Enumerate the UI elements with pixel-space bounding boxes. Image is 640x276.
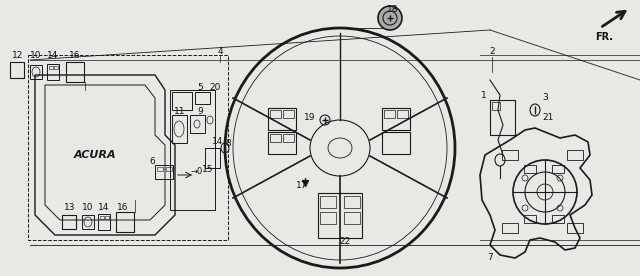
Bar	[62, 215, 76, 229]
Bar	[172, 92, 192, 110]
Bar	[524, 165, 536, 173]
Bar	[172, 115, 187, 143]
Bar	[552, 165, 564, 173]
Bar	[82, 215, 94, 229]
Bar	[490, 100, 515, 135]
Bar	[105, 216, 109, 219]
Text: 13: 13	[64, 203, 76, 213]
Text: →0: →0	[191, 168, 203, 176]
Bar	[28, 55, 228, 240]
Bar	[166, 167, 172, 171]
Text: 4: 4	[217, 47, 223, 57]
Text: 11: 11	[174, 107, 186, 116]
Bar	[552, 215, 564, 223]
Bar	[170, 90, 215, 210]
Bar	[270, 110, 281, 118]
Bar	[344, 212, 360, 224]
Bar	[116, 212, 134, 232]
Bar	[190, 115, 205, 133]
Text: 17: 17	[296, 182, 308, 190]
Ellipse shape	[378, 6, 402, 30]
Bar	[397, 110, 408, 118]
Bar	[318, 193, 362, 238]
Bar	[157, 167, 163, 171]
Text: 14: 14	[212, 137, 224, 147]
Bar	[49, 66, 53, 69]
Text: 14: 14	[47, 52, 59, 60]
Bar	[10, 62, 24, 78]
Text: 19: 19	[304, 113, 316, 123]
Bar	[283, 110, 294, 118]
Bar	[492, 102, 500, 110]
Text: 22: 22	[339, 238, 351, 246]
Bar	[30, 65, 42, 79]
Text: 16: 16	[117, 203, 129, 213]
Bar	[344, 196, 360, 208]
Text: 1: 1	[481, 92, 487, 100]
Text: 3: 3	[542, 94, 548, 102]
Text: 18: 18	[387, 6, 399, 15]
Bar	[320, 196, 336, 208]
Text: 15: 15	[202, 166, 214, 174]
Text: 20: 20	[209, 84, 221, 92]
Bar	[195, 92, 210, 104]
Text: 10: 10	[83, 203, 93, 213]
Text: 14: 14	[99, 203, 109, 213]
Text: 9: 9	[197, 107, 203, 116]
Bar	[98, 214, 110, 230]
Bar	[382, 132, 410, 154]
Text: 21: 21	[542, 113, 554, 123]
Bar	[268, 108, 296, 130]
Bar	[47, 64, 59, 80]
Text: 6: 6	[149, 158, 155, 166]
Bar	[384, 110, 395, 118]
Bar	[524, 215, 536, 223]
Text: 5: 5	[197, 84, 203, 92]
Bar	[283, 134, 294, 142]
Bar	[66, 62, 84, 82]
Bar	[100, 216, 104, 219]
Bar	[320, 212, 336, 224]
Text: 2: 2	[489, 47, 495, 57]
Bar	[502, 150, 518, 160]
Text: 16: 16	[69, 52, 81, 60]
Bar	[155, 165, 173, 179]
Bar	[268, 132, 296, 154]
Bar	[382, 108, 410, 130]
Text: FR.: FR.	[595, 32, 613, 42]
Bar	[502, 223, 518, 233]
Bar	[567, 150, 583, 160]
Text: 12: 12	[12, 52, 24, 60]
Bar	[270, 134, 281, 142]
Bar	[205, 148, 220, 168]
Bar	[567, 223, 583, 233]
Text: 8: 8	[225, 139, 231, 148]
Text: 7: 7	[487, 253, 493, 262]
Bar	[54, 66, 58, 69]
Text: 10: 10	[30, 52, 42, 60]
Text: ACURA: ACURA	[74, 150, 116, 160]
